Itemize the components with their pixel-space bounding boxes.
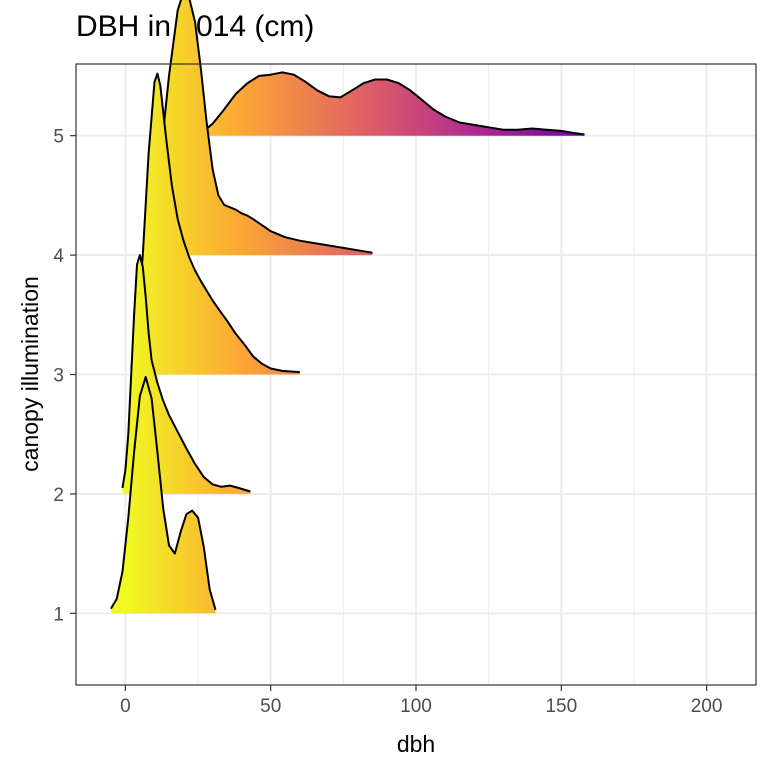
y-tick-label: 5	[53, 127, 64, 148]
ridge-line-1	[110, 375, 217, 611]
ridge-line-2	[121, 254, 251, 493]
y-tick-label: 1	[53, 604, 64, 625]
ridges	[110, 0, 585, 614]
x-axis: 0 50 100 150 200	[120, 685, 722, 717]
y-tick-label: 3	[53, 366, 64, 387]
ridge-area-1	[110, 376, 216, 614]
x-tick-label: 0	[120, 696, 131, 717]
y-tick-label: 4	[53, 246, 64, 267]
ridge-line-4	[141, 0, 373, 254]
y-axis: 1 2 3 4 5	[53, 127, 76, 625]
ridge-line-5	[200, 71, 585, 136]
ridge-area-5	[201, 72, 585, 136]
x-tick-label: 200	[691, 696, 723, 717]
x-axis-title: dbh	[397, 731, 435, 757]
x-tick-label: 50	[260, 696, 281, 717]
x-tick-label: 100	[400, 696, 432, 717]
ridge-area-3	[131, 73, 300, 375]
ridge-line-3	[130, 72, 300, 374]
y-axis-title: canopy illumination	[17, 276, 43, 472]
x-tick-label: 150	[545, 696, 577, 717]
y-tick-label: 2	[53, 485, 64, 506]
